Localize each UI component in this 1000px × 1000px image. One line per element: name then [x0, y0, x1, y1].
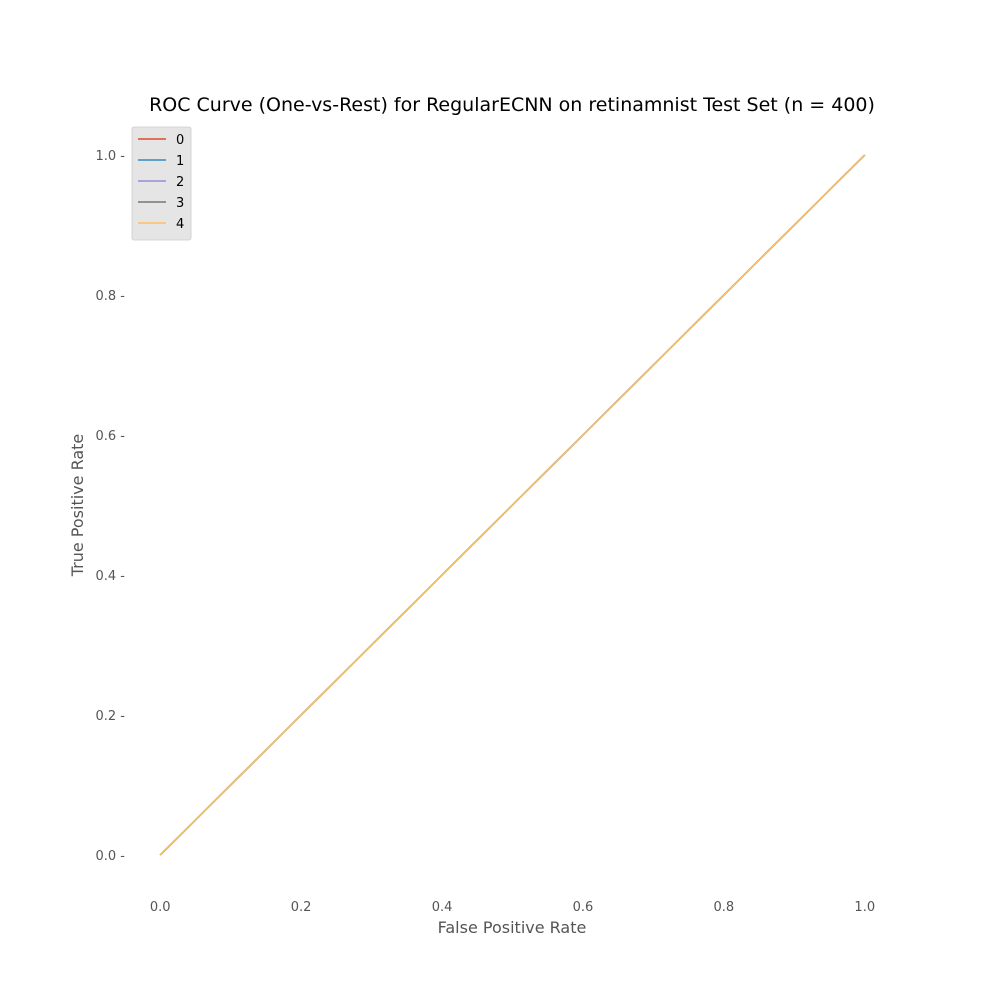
legend: 0 1 2 3 4 [131, 126, 192, 241]
legend-entry-label: 4 [176, 217, 184, 232]
y-tick-label: 0.0 - [96, 849, 126, 864]
y-axis-ticks: 0.0 - 0.2 - 0.4 - 0.6 - 0.8 - 1.0 - [96, 149, 126, 864]
x-tick-label: 1.0 [854, 900, 875, 915]
legend-entry-label: 1 [176, 154, 184, 169]
x-axis-ticks: 0.0 0.2 0.4 0.6 0.8 1.0 [150, 900, 875, 915]
y-tick-label: 0.4 - [96, 569, 126, 584]
x-axis-label: False Positive Rate [438, 918, 587, 937]
x-tick-label: 0.4 [432, 900, 453, 915]
legend-box [131, 126, 192, 241]
x-tick-label: 0.0 [150, 900, 171, 915]
x-tick-label: 0.2 [291, 900, 312, 915]
legend-entry-label: 3 [176, 196, 184, 211]
legend-entry-label: 2 [176, 175, 184, 190]
y-tick-label: 0.6 - [96, 429, 126, 444]
y-tick-label: 1.0 - [96, 149, 126, 164]
y-tick-label: 0.8 - [96, 289, 126, 304]
x-tick-label: 0.6 [573, 900, 594, 915]
y-axis-label: True Positive Rate [68, 434, 87, 578]
legend-entry-label: 0 [176, 133, 184, 148]
y-tick-label: 0.2 - [96, 709, 126, 724]
chart-title: ROC Curve (One-vs-Rest) for RegularECNN … [149, 94, 875, 116]
x-tick-label: 0.8 [714, 900, 735, 915]
series-lines [159, 154, 866, 856]
series-line-4 [159, 154, 866, 856]
